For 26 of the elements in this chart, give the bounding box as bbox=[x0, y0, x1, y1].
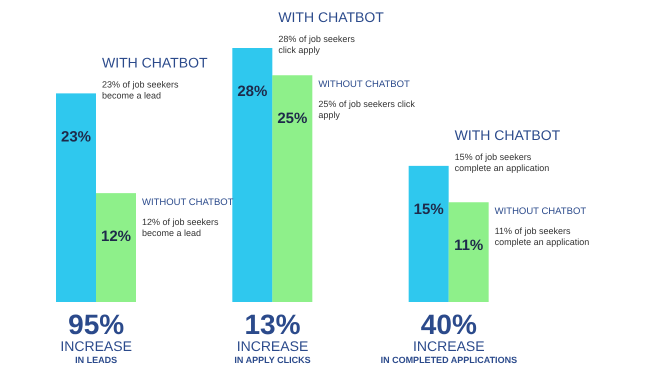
annotation: 11% of job seekers complete an application bbox=[494, 226, 590, 248]
data-label: 12% bbox=[100, 228, 132, 246]
x-tick-label: 40% INCREASE IN COMPLETED APPLICATIONS bbox=[380, 309, 518, 365]
bar bbox=[96, 193, 136, 302]
data-label: 28% bbox=[237, 83, 268, 100]
text: WITHOUT CHATBOT bbox=[318, 79, 410, 90]
data-label: 11% bbox=[454, 237, 484, 254]
x-tick-label: 95% INCREASE IN LEADS bbox=[60, 309, 132, 365]
data-label: 25% bbox=[277, 110, 308, 128]
text: WITH CHATBOT bbox=[278, 9, 384, 25]
data-label: 15% bbox=[414, 200, 444, 218]
annotation: 23% of job seekers become a lead bbox=[102, 79, 180, 100]
bar bbox=[408, 166, 449, 302]
data-label: 23% bbox=[60, 128, 92, 146]
bar bbox=[56, 93, 96, 302]
annotation: 25% of job seekers click apply bbox=[318, 99, 416, 120]
x-tick-label: 13% INCREASE IN APPLY CLICKS bbox=[234, 309, 311, 365]
text: WITHOUT CHATBOT bbox=[494, 206, 586, 218]
bar bbox=[448, 202, 489, 302]
annotation: 28% of job seekers click apply bbox=[278, 34, 356, 55]
annotation: 15% of job seekers complete an application bbox=[454, 152, 550, 173]
bar bbox=[232, 48, 272, 302]
bar bbox=[272, 75, 312, 302]
series-label: WITH CHATBOT bbox=[102, 54, 208, 70]
annotation: 12% of job seekers become a lead bbox=[142, 217, 220, 238]
text: WITH CHATBOT bbox=[454, 126, 560, 143]
